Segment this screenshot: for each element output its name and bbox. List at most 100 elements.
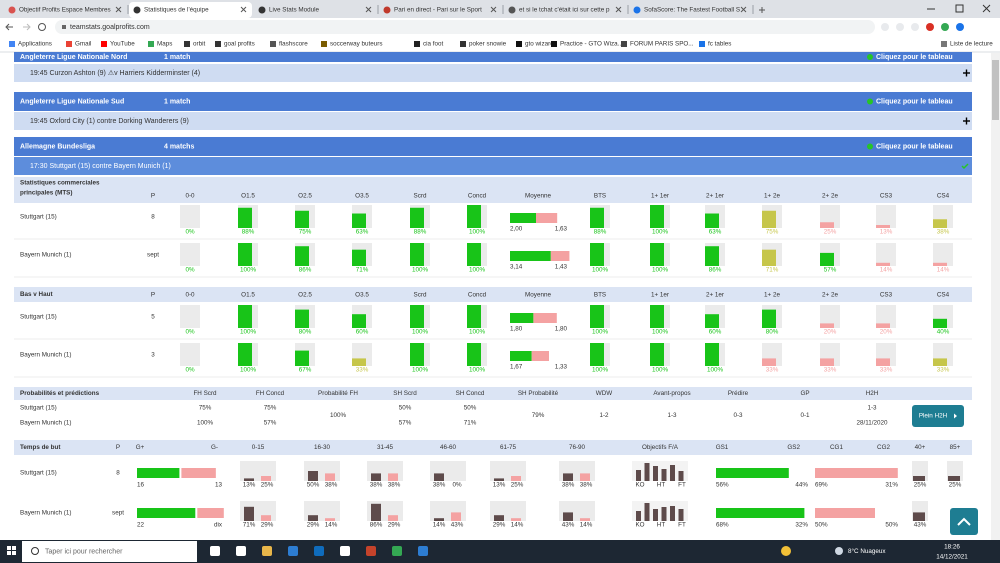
taskbar-app[interactable]	[340, 546, 350, 556]
period-label: 29%	[307, 522, 320, 529]
bookmark-icon	[621, 41, 627, 47]
taskbar-app[interactable]	[236, 546, 246, 556]
taskbar-app[interactable]	[418, 546, 428, 556]
taskbar-app[interactable]	[314, 546, 324, 556]
avg-scored	[510, 251, 551, 261]
column-header: CG1	[830, 444, 843, 451]
fa-label: HT	[657, 522, 666, 529]
table-header	[14, 440, 972, 455]
bookmark-icon	[184, 41, 190, 47]
taskbar-app[interactable]	[288, 546, 298, 556]
bookmark[interactable]: cia foot	[423, 41, 444, 48]
match[interactable]: 19:45 Curzon Ashton (9) ⚠v Harriers Kidd…	[30, 69, 200, 77]
period-for	[371, 503, 381, 521]
column-header: P	[116, 444, 120, 451]
scroll-top[interactable]	[950, 508, 978, 535]
cell-label: 63%	[356, 229, 369, 236]
bookmark[interactable]: soccerway buteurs	[330, 41, 383, 48]
cell-bar	[933, 318, 947, 328]
bookmark-icon	[460, 41, 466, 47]
league-count: 1 match	[164, 54, 190, 61]
bookmark[interactable]: goal profits	[224, 41, 255, 48]
taskbar-app[interactable]	[392, 546, 402, 556]
bookmark[interactable]: poker snowie	[469, 41, 507, 48]
tab-close	[740, 6, 747, 13]
tab-title[interactable]: Live Stats Module	[269, 7, 320, 14]
reading-list[interactable]: Liste de lecture	[950, 41, 993, 48]
tab-title[interactable]: et si le tchat c'était ici sur cette p	[519, 7, 610, 14]
cell-bar	[820, 323, 834, 328]
h2h-button-label[interactable]: Plein H2H	[919, 413, 948, 420]
fa-label: KO	[635, 482, 644, 489]
bookmark[interactable]: Practice - GTO Wiza...	[560, 41, 623, 48]
avg-label: 2,00	[510, 226, 523, 233]
goals-label: 16	[137, 482, 145, 489]
tab-title[interactable]: Statistiques de l'équipe	[144, 7, 209, 14]
period-label: 13%	[493, 482, 506, 489]
column-header: 16-30	[314, 444, 331, 451]
bookmark[interactable]: orbit	[193, 41, 205, 48]
column-header: P	[151, 193, 155, 200]
search-placeholder[interactable]: Taper ici pour rechercher	[45, 548, 123, 555]
cg-label: 50%	[885, 522, 898, 529]
avg-scored	[510, 213, 536, 223]
start-logo	[12, 551, 16, 555]
match[interactable]: 17:30 Stuttgart (15) contre Bayern Munic…	[30, 163, 171, 170]
bookmark[interactable]: YouTube	[110, 41, 135, 48]
cell-bar	[650, 305, 664, 328]
avg-label: 1,63	[555, 226, 568, 233]
cell-label: 100%	[412, 367, 429, 374]
cell-label: 100%	[652, 267, 669, 274]
start-logo	[12, 546, 16, 550]
column-header: 46-60	[440, 444, 457, 451]
table-link[interactable]: Cliquez pour le tableau	[876, 143, 953, 150]
back-button[interactable]	[5, 23, 13, 31]
cell-label: 100%	[592, 367, 609, 374]
cell-label: 60%	[709, 329, 722, 336]
period-label: 38%	[388, 482, 401, 489]
avg-label: 1,80	[510, 326, 523, 333]
tab-title[interactable]: Pari en direct - Pari sur le Sport	[394, 7, 482, 14]
match[interactable]: 19:45 Oxford City (1) contre Dorking Wan…	[30, 118, 189, 125]
table-link[interactable]: Cliquez pour le tableau	[876, 98, 953, 105]
period-against	[388, 473, 398, 481]
cg-label: 50%	[815, 522, 828, 529]
cell-label: 100%	[412, 329, 429, 336]
period-label: 71%	[243, 522, 256, 529]
column-header: Objectifs F/A	[642, 444, 679, 451]
fa-label: KO	[635, 522, 644, 529]
cell-bar	[410, 343, 424, 366]
cell-bar	[762, 249, 776, 266]
reload-button[interactable]	[38, 23, 46, 31]
avg-conceded	[531, 351, 549, 361]
taskbar-app[interactable]	[262, 546, 272, 556]
cell-label: 80%	[299, 329, 312, 336]
bookmark[interactable]: FORUM PARIS SPO...	[630, 41, 694, 48]
team-name: Stuttgart (15)	[20, 314, 57, 321]
league-header	[14, 92, 972, 111]
avg-conceded	[550, 251, 570, 261]
taskbar-app[interactable]	[210, 546, 220, 556]
bookmark[interactable]: fc tables	[708, 41, 731, 48]
bookmark[interactable]: Gmail	[75, 41, 91, 48]
tab-title[interactable]: Objectif Profits Espace Membres	[19, 7, 111, 14]
bookmark[interactable]: gto wizard	[525, 41, 554, 48]
h2h-button[interactable]	[912, 405, 964, 427]
goals-against	[181, 468, 216, 478]
column-header: 85+	[950, 444, 961, 451]
column-header: GS1	[716, 444, 729, 451]
table-link[interactable]: Cliquez pour le tableau	[876, 54, 953, 61]
cell-label: 25%	[824, 229, 837, 236]
late-label: 25%	[949, 482, 962, 489]
cell-bar	[590, 305, 604, 328]
bookmark[interactable]: flashscore	[279, 41, 308, 48]
taskbar-app[interactable]	[366, 546, 376, 556]
bookmark-icon	[414, 41, 420, 47]
late-label: 25%	[914, 482, 927, 489]
bookmark[interactable]: Applications	[18, 41, 52, 48]
column-header: Probabilité FH	[318, 390, 358, 397]
scrollbar-track	[991, 53, 1000, 540]
url[interactable]: teamstats.goalprofits.com	[70, 24, 150, 31]
tab-title[interactable]: SofaScore: The Fastest Football S	[644, 7, 740, 14]
bookmark[interactable]: Maps	[157, 41, 172, 48]
